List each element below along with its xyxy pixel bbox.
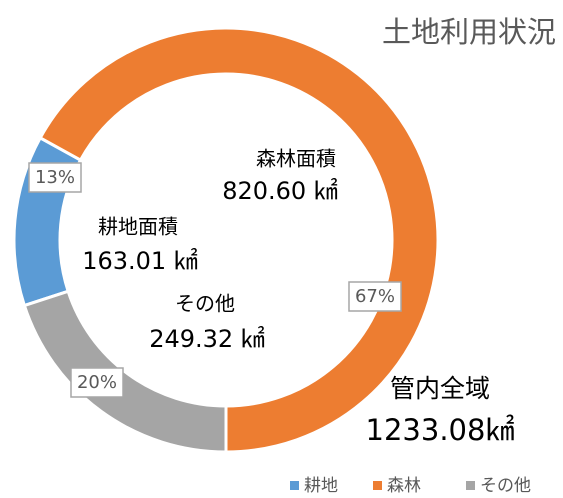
- legend-swatch: [290, 481, 299, 490]
- annotation: 820.60 ㎢: [222, 177, 338, 205]
- annotation: 163.01 ㎢: [82, 247, 198, 275]
- legend-label: 森林: [387, 476, 421, 496]
- legend-swatch: [466, 481, 475, 490]
- data-label-box: [28, 162, 82, 193]
- donut-segment: [22, 289, 228, 454]
- data-label: 13%: [35, 167, 75, 188]
- data-label: 20%: [77, 372, 117, 393]
- data-label-box: [348, 281, 402, 312]
- legend-label: その他: [480, 476, 531, 496]
- annotation: 1233.08㎢: [366, 413, 515, 447]
- annotation: その他: [175, 292, 235, 316]
- annotation: 耕地面積: [98, 215, 178, 239]
- annotation: 森林面積: [256, 147, 336, 171]
- chart-title: 土地利用状況: [382, 15, 556, 49]
- annotation: 249.32 ㎢: [149, 325, 265, 353]
- donut-segment: [38, 26, 440, 454]
- data-label: 67%: [355, 286, 395, 307]
- annotation: 管内全域: [390, 374, 490, 403]
- legend-label: 耕地: [304, 476, 338, 496]
- legend-swatch: [373, 481, 382, 490]
- data-label-box: [70, 367, 124, 398]
